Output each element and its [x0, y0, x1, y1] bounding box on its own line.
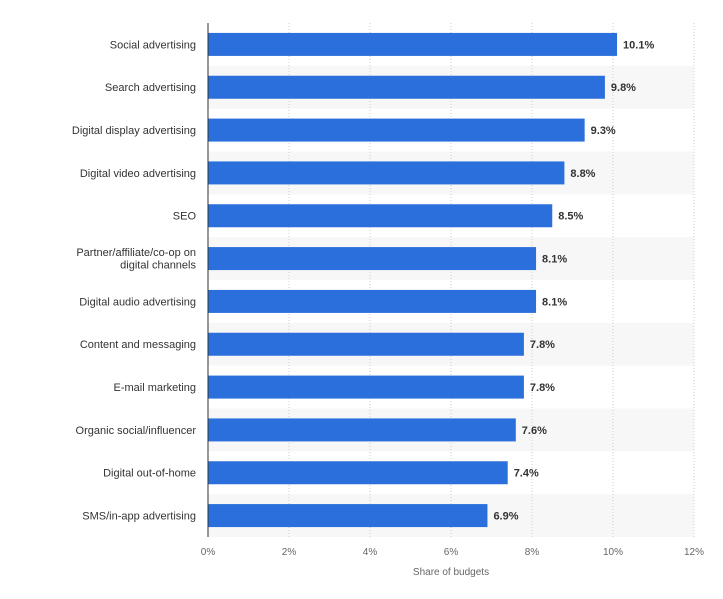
value-label: 9.3%: [591, 125, 616, 137]
category-label: Digital audio advertising: [79, 296, 196, 308]
bar: [208, 32, 618, 56]
x-tick-label: 6%: [444, 547, 459, 558]
x-tick-label: 12%: [684, 547, 704, 558]
x-tick-label: 10%: [603, 547, 623, 558]
bar: [208, 289, 537, 313]
x-tick-label: 0%: [201, 547, 216, 558]
category-label: Social advertising: [110, 39, 196, 51]
bar: [208, 75, 605, 99]
value-label: 7.6%: [522, 425, 547, 437]
bar: [208, 118, 585, 142]
category-label: Partner/affiliate/co-op on digital channe…: [76, 247, 196, 272]
value-label: 9.8%: [611, 82, 636, 94]
bar: [208, 504, 488, 528]
x-tick-labels: 0% 2% 4% 6% 8% 10% 12%: [201, 547, 704, 558]
category-labels: Social advertising Search advertising Digi…: [72, 39, 197, 522]
category-label: Digital out-of-home: [103, 468, 196, 480]
value-label: 8.5%: [558, 211, 583, 223]
bar: [208, 204, 553, 228]
value-label: 10.1%: [623, 39, 654, 51]
value-label: 7.8%: [530, 382, 555, 394]
value-labels: 10.1% 9.8% 9.3% 8.8% 8.5% 8.1% 8.1% 7.8% 7.8% 7.6…: [493, 39, 654, 522]
bar: [208, 375, 524, 399]
bar: [208, 461, 508, 485]
category-label: Search advertising: [105, 82, 196, 94]
x-axis-title: Share of budgets: [413, 567, 489, 578]
bar: [208, 418, 516, 442]
bar: [208, 161, 565, 185]
category-label: Digital display advertising: [72, 125, 196, 137]
value-label: 8.8%: [570, 168, 595, 180]
x-tick-label: 4%: [363, 547, 378, 558]
value-label: 8.1%: [542, 253, 567, 265]
category-label: SEO: [173, 211, 197, 223]
x-tick-label: 8%: [525, 547, 540, 558]
bar: [208, 247, 537, 271]
bars-group: [208, 32, 618, 528]
category-label: Organic social/influencer: [76, 425, 197, 437]
category-label: Content and messaging: [80, 339, 196, 351]
value-label: 7.8%: [530, 339, 555, 351]
category-label: SMS/in-app advertising: [82, 510, 196, 522]
bar: [208, 332, 524, 356]
value-label: 6.9%: [493, 510, 518, 522]
x-tick-label: 2%: [282, 547, 297, 558]
value-label: 7.4%: [514, 468, 539, 480]
value-label: 8.1%: [542, 296, 567, 308]
category-label: E-mail marketing: [113, 382, 196, 394]
category-label: Digital video advertising: [80, 168, 196, 180]
